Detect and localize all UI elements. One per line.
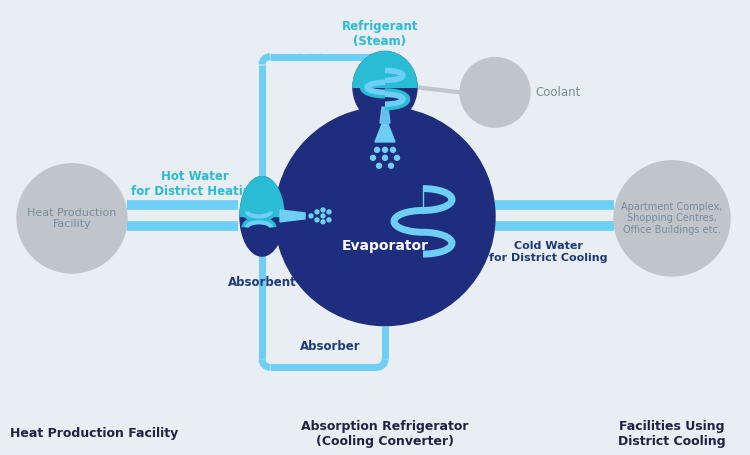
Polygon shape	[310, 54, 315, 59]
Polygon shape	[300, 54, 305, 59]
Polygon shape	[193, 203, 198, 208]
Circle shape	[275, 107, 495, 326]
Polygon shape	[320, 365, 325, 370]
Text: Heat Production
Facility: Heat Production Facility	[27, 207, 117, 229]
Polygon shape	[330, 365, 335, 370]
Polygon shape	[260, 303, 265, 308]
Polygon shape	[260, 323, 265, 328]
Circle shape	[382, 155, 388, 160]
Circle shape	[321, 214, 325, 218]
Polygon shape	[533, 203, 538, 208]
Text: Apartment Complex,
Shopping Centres,
Office Buildings etc.: Apartment Complex, Shopping Centres, Off…	[621, 202, 723, 235]
Polygon shape	[528, 224, 533, 229]
Polygon shape	[375, 124, 395, 142]
Circle shape	[315, 218, 319, 222]
Polygon shape	[260, 263, 265, 268]
Circle shape	[315, 210, 319, 214]
Circle shape	[388, 163, 394, 168]
Text: Refrigerant
(Steam): Refrigerant (Steam)	[342, 20, 418, 48]
Circle shape	[327, 218, 331, 222]
Polygon shape	[173, 203, 178, 208]
Polygon shape	[240, 177, 284, 217]
Polygon shape	[518, 224, 523, 229]
Polygon shape	[260, 273, 265, 278]
Text: Facilities Using
District Cooling: Facilities Using District Cooling	[618, 420, 726, 448]
Polygon shape	[523, 203, 528, 208]
Polygon shape	[310, 365, 315, 370]
Circle shape	[376, 163, 382, 168]
Circle shape	[17, 164, 127, 273]
Polygon shape	[353, 51, 417, 87]
Polygon shape	[280, 210, 305, 222]
Text: Cold Water
for District Cooling: Cold Water for District Cooling	[489, 241, 608, 263]
Text: Evaporator: Evaporator	[341, 239, 428, 253]
Circle shape	[327, 210, 331, 214]
Circle shape	[394, 155, 400, 160]
Polygon shape	[538, 224, 543, 229]
Text: Absorber: Absorber	[300, 340, 360, 354]
Polygon shape	[513, 203, 518, 208]
Polygon shape	[260, 313, 265, 318]
Ellipse shape	[240, 177, 284, 256]
Polygon shape	[320, 54, 325, 59]
Polygon shape	[198, 224, 203, 229]
Circle shape	[382, 147, 388, 152]
Circle shape	[391, 147, 395, 152]
Circle shape	[309, 214, 313, 218]
Text: Absorbent: Absorbent	[228, 276, 296, 289]
Polygon shape	[183, 203, 188, 208]
Ellipse shape	[353, 51, 417, 123]
Circle shape	[460, 58, 530, 127]
Text: Coolant: Coolant	[535, 86, 580, 99]
Polygon shape	[178, 224, 183, 229]
Circle shape	[321, 208, 325, 212]
Text: Hot Water
for District Heating: Hot Water for District Heating	[130, 170, 260, 197]
Polygon shape	[260, 283, 265, 288]
Circle shape	[321, 220, 325, 224]
Text: Absorption Refrigerator
(Cooling Converter): Absorption Refrigerator (Cooling Convert…	[302, 420, 469, 448]
Circle shape	[614, 161, 730, 276]
Circle shape	[374, 147, 380, 152]
Polygon shape	[188, 224, 193, 229]
Polygon shape	[380, 107, 390, 123]
Text: Heat Production Facility: Heat Production Facility	[10, 427, 178, 440]
Circle shape	[370, 155, 376, 160]
